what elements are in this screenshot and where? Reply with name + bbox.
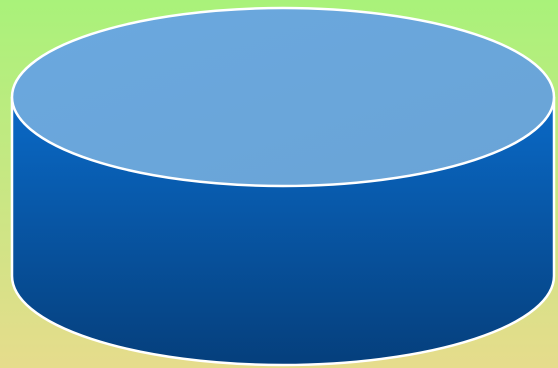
cylinder-top-ellipse	[10, 6, 556, 188]
cylinder-body-outline	[10, 97, 556, 367]
